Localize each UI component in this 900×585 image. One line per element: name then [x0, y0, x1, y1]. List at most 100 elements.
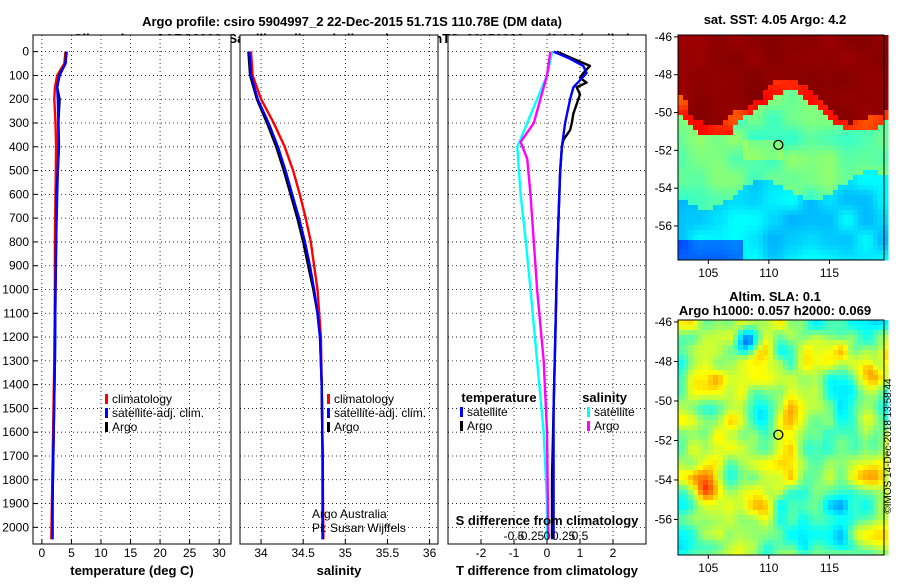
depth-tick-label: 1800 [2, 473, 29, 487]
map-cell [708, 455, 714, 461]
map-cell [843, 480, 849, 486]
map-cell [708, 185, 714, 191]
map-cell [678, 75, 684, 81]
map-cell [878, 360, 884, 366]
map-cell [783, 480, 789, 486]
map-cell [813, 195, 819, 201]
map-cell [788, 115, 794, 121]
map-cell [808, 340, 814, 346]
map-cell [763, 530, 769, 536]
map-cell [763, 210, 769, 216]
map-cell [768, 150, 774, 156]
map-cell [733, 360, 739, 366]
map-cell [778, 155, 784, 161]
map-cell [788, 410, 794, 416]
map-cell [738, 395, 744, 401]
map-cell [843, 340, 849, 346]
map-cell [743, 490, 749, 496]
map-cell [813, 455, 819, 461]
map-cell [768, 125, 774, 131]
map-cell [678, 550, 684, 556]
map-cell [828, 100, 834, 106]
map-cell [848, 95, 854, 101]
map-cell [818, 430, 824, 436]
map-cell [843, 425, 849, 431]
map-cell [678, 520, 684, 526]
map-cell [773, 330, 779, 336]
map-cell [723, 65, 729, 71]
map-cell [748, 115, 754, 121]
map-cell [793, 465, 799, 471]
map-cell [828, 250, 834, 256]
map-cell [878, 540, 884, 546]
map-cell [758, 75, 764, 81]
map-cell [733, 195, 739, 201]
map-cell [848, 205, 854, 211]
map-cell [718, 520, 724, 526]
map-cell [768, 80, 774, 86]
map-cell [713, 145, 719, 151]
map-cell [793, 415, 799, 421]
map-cell [683, 335, 689, 341]
map-cell [678, 225, 684, 231]
map-cell [693, 120, 699, 126]
map-cell [873, 395, 879, 401]
map-cell [793, 380, 799, 386]
map-cell [798, 220, 804, 226]
map-cell [753, 110, 759, 116]
map-cell [753, 140, 759, 146]
map-cell [773, 85, 779, 91]
map-cell [778, 185, 784, 191]
map-cell [763, 115, 769, 121]
map-cell [758, 440, 764, 446]
map-cell [698, 205, 704, 211]
map-cell [758, 130, 764, 136]
map-cell [688, 475, 694, 481]
map-cell [788, 420, 794, 426]
map-cell [798, 355, 804, 361]
map-cell [813, 185, 819, 191]
map-cell [813, 320, 819, 326]
map-cell [863, 100, 869, 106]
map-cell [788, 250, 794, 256]
map-cell [883, 145, 889, 151]
map-cell [858, 185, 864, 191]
map-cell [833, 235, 839, 241]
map-cell [883, 45, 889, 51]
map-cell [873, 360, 879, 366]
map-cell [698, 155, 704, 161]
map-cell [763, 445, 769, 451]
map-cell [868, 495, 874, 501]
map-cell [813, 35, 819, 41]
map-cell [848, 380, 854, 386]
map-cell [813, 380, 819, 386]
map-cell [743, 355, 749, 361]
map-cell [858, 465, 864, 471]
map-cell [808, 395, 814, 401]
map-cell [803, 500, 809, 506]
map-cell [748, 410, 754, 416]
map-cell [773, 140, 779, 146]
map-cell [828, 175, 834, 181]
map-cell [788, 145, 794, 151]
map-cell [838, 505, 844, 511]
map-cell [778, 550, 784, 556]
map-cell [798, 485, 804, 491]
map-cell [743, 80, 749, 86]
map-cell [683, 220, 689, 226]
map-cell [813, 550, 819, 556]
map-cell [843, 230, 849, 236]
map-cell [703, 415, 709, 421]
map-cell [838, 425, 844, 431]
map-cell [723, 540, 729, 546]
map-cell [848, 430, 854, 436]
map-cell [713, 255, 719, 261]
map-cell [848, 40, 854, 46]
sst_map-ytick-label: -48 [655, 68, 673, 82]
map-cell [838, 60, 844, 66]
map-cell [738, 55, 744, 61]
legend-swatch [460, 407, 463, 417]
map-cell [878, 155, 884, 161]
map-cell [813, 415, 819, 421]
map-cell [883, 115, 889, 121]
